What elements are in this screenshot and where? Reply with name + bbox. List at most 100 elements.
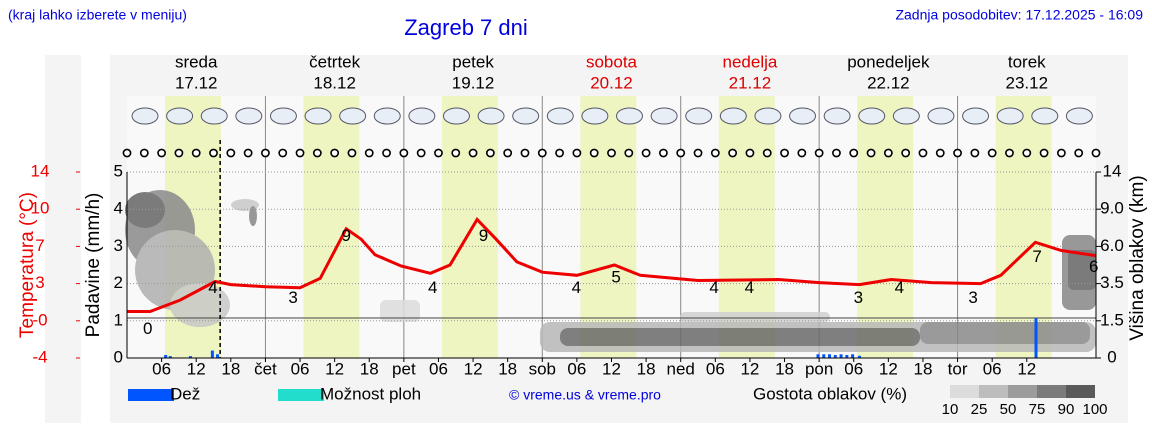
wind-marker	[209, 148, 218, 158]
y-tick-label: 0	[114, 347, 123, 366]
y-tick-label: 2	[114, 273, 123, 292]
x-tick-label: čet	[254, 359, 277, 378]
wind-marker	[399, 148, 409, 158]
x-tick-label: sob	[529, 359, 556, 378]
day-date: 22.12	[867, 73, 910, 92]
x-tick-label: 06	[152, 359, 171, 378]
wind-marker	[659, 148, 668, 158]
weather-icon	[616, 107, 643, 125]
weather-icon	[581, 107, 609, 125]
wind-marker	[987, 148, 997, 158]
wind-marker	[278, 148, 288, 158]
temp-tick-label: -4	[32, 347, 47, 366]
cloud-legend-level: 75	[1029, 401, 1046, 418]
weather-icon	[442, 107, 470, 125]
x-tick-label: 12	[1017, 359, 1036, 378]
chart-title: Zagreb 7 dni	[404, 15, 528, 40]
temp-value-label: 9	[479, 226, 488, 245]
weather-icon	[166, 107, 194, 125]
temperature-line	[127, 217, 1097, 313]
y-axis-label: Padavine (mm/h)	[83, 193, 104, 338]
temp-value-label: 4	[208, 278, 217, 297]
cloud-legend-level: 10	[942, 401, 959, 418]
weather-icon	[304, 107, 332, 125]
wind-marker	[641, 148, 651, 158]
y2-tick-label: 14	[1103, 161, 1122, 180]
hint: (kraj lahko izberete v meniju)	[8, 7, 187, 23]
wind-marker	[883, 148, 893, 158]
temp-value-label: 9	[341, 226, 350, 245]
cloud-legend-swatch	[979, 385, 1008, 398]
wind-marker	[485, 148, 495, 158]
wind-marker	[295, 148, 305, 158]
day-date: 19.12	[452, 73, 495, 92]
wind-marker	[832, 148, 841, 158]
weather-icon	[858, 107, 886, 125]
credit: © vreme.us & vreme.pro	[509, 387, 661, 403]
rain-bar	[839, 354, 843, 358]
wind-marker	[693, 148, 703, 158]
temp-value-label: 4	[428, 278, 437, 297]
wind-marker	[745, 148, 755, 158]
x-tick-label: tor	[948, 359, 968, 378]
cloud-legend-level: 90	[1058, 401, 1075, 418]
weather-icon	[789, 107, 817, 125]
wind-marker	[572, 148, 582, 158]
temp-value-label: 5	[611, 267, 620, 286]
wind-marker	[1022, 148, 1032, 158]
wind-marker	[364, 148, 374, 158]
temp-value-label: 7	[1032, 247, 1041, 266]
temp-value-label: 6	[1089, 257, 1098, 276]
wind-marker	[1091, 148, 1101, 158]
temp-tick-label: 10	[31, 199, 50, 218]
cloud-legend-level: 50	[1000, 401, 1017, 418]
temp-value-label: 4	[745, 278, 754, 297]
weather-icon	[269, 107, 297, 125]
wind-marker	[139, 148, 149, 158]
legend-label: Možnost ploh	[320, 384, 421, 403]
x-tick-label: 06	[983, 359, 1002, 378]
y2-axis-label: Višina oblakov (km)	[1127, 175, 1148, 340]
weather-icon	[200, 107, 228, 125]
wind-marker	[1074, 148, 1084, 158]
cloud-legend-swatch	[1037, 385, 1066, 398]
rain-bar	[210, 350, 214, 358]
daylight-band	[995, 96, 1052, 358]
temp-tick-label: 3	[35, 273, 44, 292]
rain-bar	[851, 354, 855, 358]
x-tick-label: 18	[637, 359, 656, 378]
y-tick-label: 3	[114, 236, 123, 255]
y2-tick-label: 1.5	[1100, 310, 1124, 329]
weather-icon	[235, 107, 263, 125]
rain-bar	[1034, 318, 1038, 358]
x-tick-label: 12	[740, 359, 759, 378]
wind-marker	[935, 148, 945, 158]
x-tick-label: 06	[706, 359, 725, 378]
x-tick-label: 18	[498, 359, 517, 378]
wind-marker	[503, 148, 513, 158]
temp-value-label: 4	[572, 278, 581, 297]
cloud-legend-swatch	[1008, 385, 1037, 398]
day-date: 18.12	[313, 73, 356, 92]
wind-marker	[347, 148, 357, 158]
daylight-band	[857, 96, 914, 358]
x-tick-label: 12	[879, 359, 898, 378]
rain-bar	[845, 355, 849, 358]
wind-marker	[728, 148, 738, 158]
rain-bar	[168, 356, 172, 358]
legend-swatch	[128, 389, 174, 401]
x-tick-label: 12	[602, 359, 621, 378]
wind-marker	[710, 148, 720, 158]
rain-bar	[188, 356, 192, 358]
cloud-legend-title: Gostota oblakov (%)	[753, 384, 907, 403]
rain-bar	[858, 355, 862, 358]
weather-icon	[373, 107, 401, 125]
wind-marker	[261, 148, 270, 158]
wind-marker	[953, 148, 962, 158]
day-name: torek	[1008, 52, 1046, 71]
cloud-legend-level: 100	[1082, 401, 1107, 418]
cloud-legend-swatch	[950, 385, 979, 398]
wind-marker	[312, 148, 322, 158]
